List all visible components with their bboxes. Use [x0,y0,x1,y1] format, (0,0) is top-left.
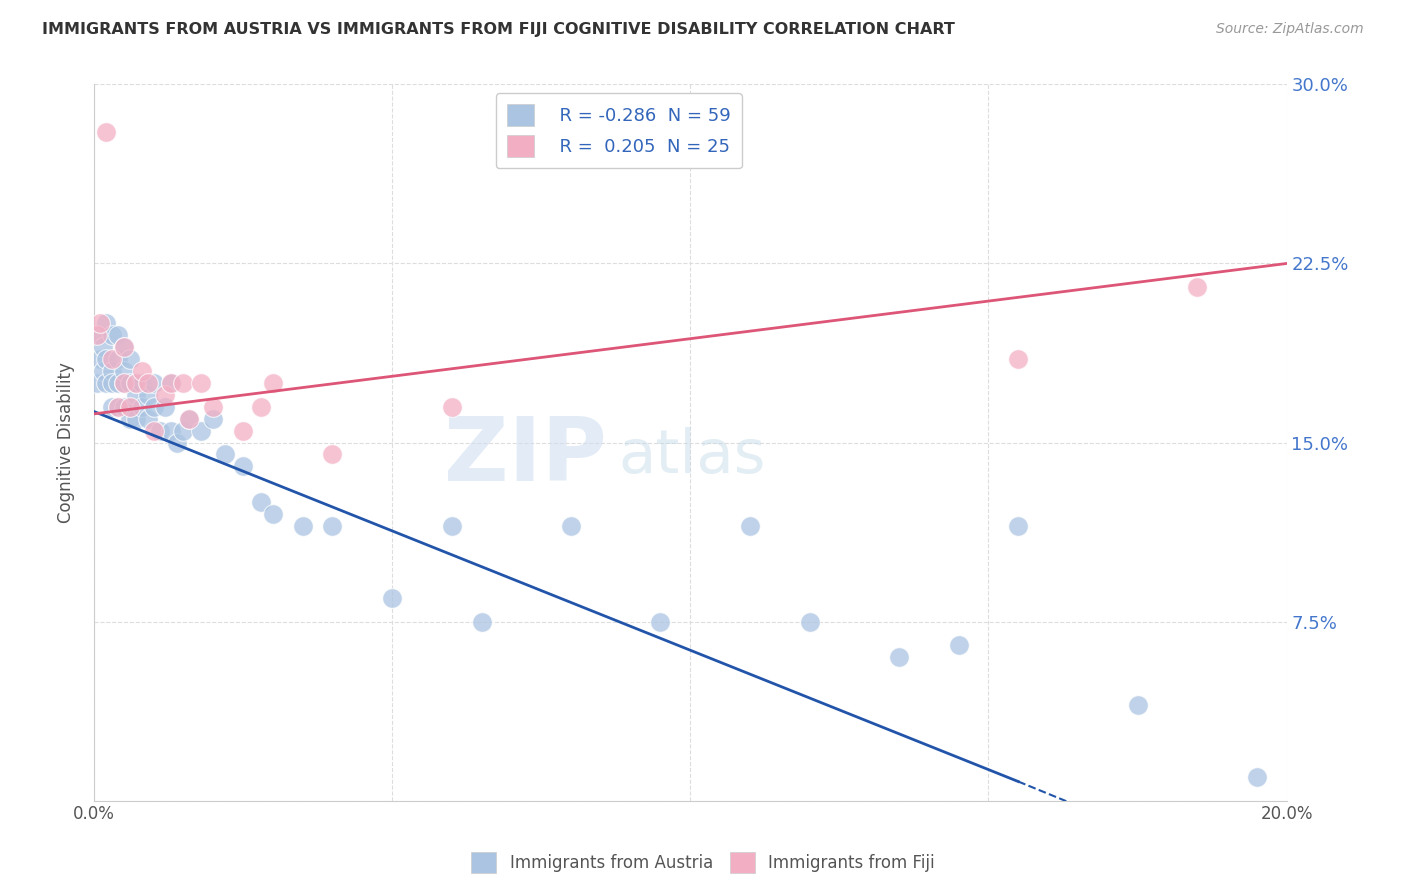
Point [650,615,672,629]
Point [112,340,135,354]
Point [94,316,117,330]
Point [101,376,124,390]
Point [107,400,129,414]
Point [470,615,492,629]
Point [118,351,141,366]
Point [214,447,236,461]
Point [112,364,135,378]
Point [250,400,273,414]
Point [179,411,201,425]
Point [799,615,821,629]
Point [948,639,970,653]
Point [118,411,141,425]
Point [124,376,146,390]
Point [131,400,153,414]
Point [101,351,124,366]
Point [1246,770,1268,784]
Point [160,376,183,390]
Point [887,650,910,665]
Point [179,411,201,425]
Point [1185,280,1208,294]
Point [101,400,124,414]
Point [1007,351,1029,366]
Point [160,424,183,438]
Point [107,400,129,414]
Point [101,364,124,378]
Point [160,376,183,390]
Point [440,400,463,414]
Point [94,125,117,139]
Point [155,388,177,402]
Point [321,519,343,533]
Point [172,424,194,438]
Point [142,400,165,414]
Point [94,376,117,390]
Y-axis label: Cognitive Disability: Cognitive Disability [58,362,75,523]
Point [190,424,212,438]
Legend:   R = -0.286  N = 59,   R =  0.205  N = 25: R = -0.286 N = 59, R = 0.205 N = 25 [496,94,742,169]
Point [142,376,165,390]
Point [250,495,273,509]
Point [202,400,225,414]
Point [136,388,159,402]
Point [112,400,135,414]
Point [232,459,254,474]
Point [142,424,165,438]
Point [118,376,141,390]
Point [131,376,153,390]
Point [112,376,135,390]
Point [89,316,111,330]
Point [1126,698,1149,713]
Text: Source: ZipAtlas.com: Source: ZipAtlas.com [1216,22,1364,37]
Point [118,400,141,414]
Point [291,519,314,533]
Point [86,328,108,343]
Point [202,411,225,425]
Point [560,519,582,533]
Point [124,411,146,425]
Point [166,435,188,450]
Point [440,519,463,533]
Point [738,519,761,533]
Point [262,376,284,390]
Point [112,340,135,354]
Point [131,364,153,378]
Point [86,376,108,390]
Point [112,376,135,390]
Point [321,447,343,461]
Text: IMMIGRANTS FROM AUSTRIA VS IMMIGRANTS FROM FIJI COGNITIVE DISABILITY CORRELATION: IMMIGRANTS FROM AUSTRIA VS IMMIGRANTS FR… [42,22,955,37]
Point [136,376,159,390]
Point [89,351,111,366]
Point [94,351,117,366]
Text: ZIP: ZIP [444,413,607,500]
Point [155,400,177,414]
Point [148,424,170,438]
Point [190,376,212,390]
Point [91,340,114,354]
Point [124,376,146,390]
Point [107,376,129,390]
Point [172,376,194,390]
Point [262,507,284,521]
Point [91,364,114,378]
Point [101,328,124,343]
Point [232,424,254,438]
Legend: Immigrants from Austria, Immigrants from Fiji: Immigrants from Austria, Immigrants from… [465,846,941,880]
Point [124,388,146,402]
Point [107,328,129,343]
Point [107,351,129,366]
Point [1007,519,1029,533]
Point [381,591,404,605]
Point [89,328,111,343]
Text: atlas: atlas [619,427,766,486]
Point [136,411,159,425]
